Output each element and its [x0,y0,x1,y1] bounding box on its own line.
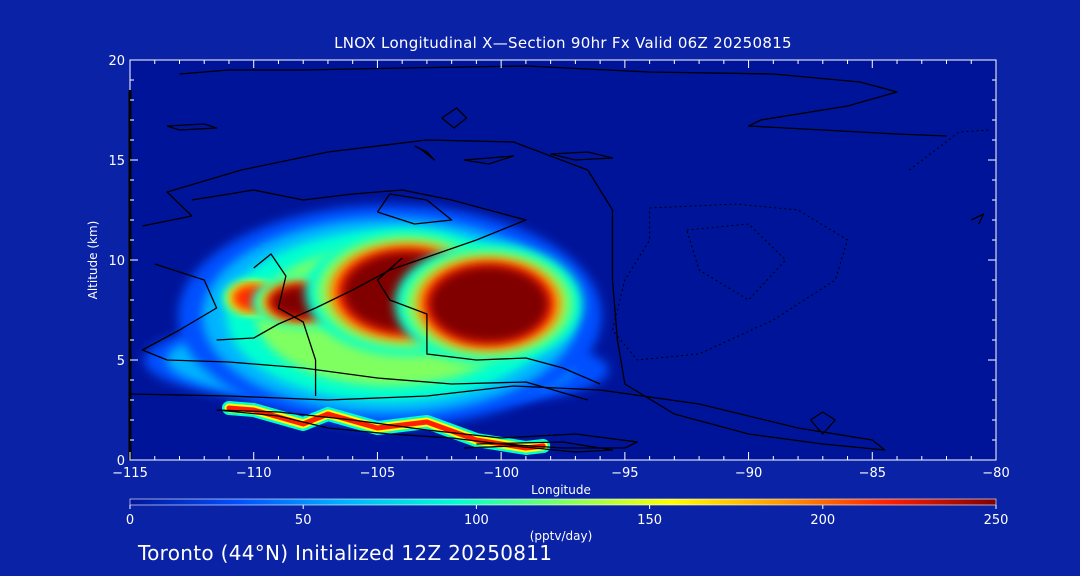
colorbar-tick-label: 50 [295,513,312,528]
colorbar [129,498,997,506]
x-tick-label: −80 [982,466,1009,481]
y-tick-label: 20 [108,54,125,69]
chart-title: LNOX Longitudinal X—Section 90hr Fx Vali… [334,34,792,52]
contour-dashed-2 [686,223,787,301]
y-tick-label: 0 [117,454,125,469]
contour-solid-13 [550,151,614,161]
colorbar-tick-label: 0 [126,513,134,528]
contour-solid-8 [376,193,453,225]
axes-layer: −115 −110 −105 −100 −95 −90 −85 −80 0 5 10 15 20 [108,54,1009,481]
y-axis-label: Altitude (km) [86,221,100,300]
contour-solid-5 [376,257,601,385]
heat-blob-6-level-4 [429,266,549,342]
contour-solid-6 [216,409,638,449]
contour-solid-14 [809,411,836,435]
x-tick-label: −95 [611,466,638,481]
y-tick-label: 5 [117,354,125,369]
x-tick-label: −85 [859,466,886,481]
contour-solid-15 [970,213,985,225]
contour-solid-0 [179,65,947,137]
x-tick-label: −100 [483,466,519,481]
contour-dashed-1 [909,129,992,171]
contour-solid-7 [464,441,614,453]
y-tick-label: 10 [108,254,125,269]
colorbar-tick-label: 200 [810,513,835,528]
contour-solid-3 [191,189,527,341]
colorbar-tick-label: 100 [464,513,489,528]
x-tick-label: −90 [735,466,762,481]
contour-solid-4 [253,253,317,396]
footer-caption: Toronto (44°N) Initialized 12Z 20250811 [138,541,553,565]
contour-solid-12 [463,155,515,165]
x-tick-label: −105 [360,466,396,481]
contour-solid-1 [130,139,886,451]
x-axis-label: Longitude [531,483,591,497]
colorbar-tick-label: 250 [984,513,1009,528]
y-tick-label: 15 [108,154,125,169]
contour-solid-11 [414,145,435,161]
x-tick-label: −115 [112,466,148,481]
colorbar-label: (pptv/day) [530,529,593,543]
colorbar-ticks: 0 50 100 150 200 250 [126,505,1009,528]
contour-solid-9 [166,123,218,131]
contour-layer [130,65,992,453]
colorbar-tick-label: 150 [637,513,662,528]
contour-solid-2 [141,263,588,401]
contour-solid-10 [441,107,468,129]
x-tick-label: −110 [236,466,272,481]
